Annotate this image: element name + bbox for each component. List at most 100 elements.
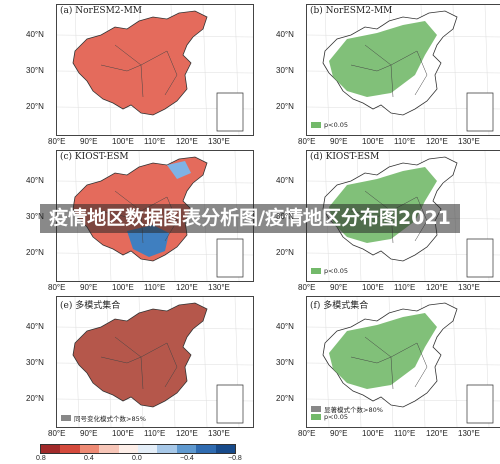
panel-label: (d) KIOST-ESM <box>310 152 380 162</box>
colorbar-tick-label: −0.4 <box>180 455 194 462</box>
lat-label: 40°N <box>276 176 294 185</box>
south-china-sea-inset <box>466 92 494 132</box>
legend-swatch <box>311 268 321 274</box>
colorbar-segment <box>176 445 197 453</box>
lon-label: 100°E <box>362 137 384 146</box>
colorbar-segment <box>99 445 119 453</box>
map-panel-c: (c) KIOST-ESM <box>56 150 254 282</box>
province-border <box>140 356 144 390</box>
lon-label: 80°E <box>298 429 316 438</box>
lon-label: 120°E <box>426 283 448 292</box>
china-landmass <box>72 10 208 116</box>
colorbar-segment <box>196 445 216 453</box>
lat-label: 30°N <box>276 212 294 221</box>
negative-region <box>167 161 191 179</box>
lon-label: 100°E <box>112 137 134 146</box>
colorbar-segment <box>118 445 139 453</box>
lat-label: 30°N <box>276 358 294 367</box>
lat-label: 20°N <box>276 102 294 111</box>
legend-entry: p<0.05 <box>311 267 348 275</box>
south-china-sea-inset <box>216 384 244 424</box>
negative-region <box>127 225 169 257</box>
lon-label: 90°E <box>80 137 98 146</box>
legend-swatch <box>311 406 321 412</box>
lat-label: 20°N <box>26 394 44 403</box>
map-panel-a: (a) NorESM2-MM <box>56 4 254 136</box>
map-svg <box>307 297 500 427</box>
lat-label: 20°N <box>26 248 44 257</box>
panel-label: (e) 多模式集合 <box>60 301 121 311</box>
lon-label: 90°E <box>330 429 348 438</box>
map-panel-b: (b) NorESM2-MM p<0.05 <box>306 4 500 136</box>
lon-label: 110°E <box>144 137 166 146</box>
legend-text: 同号变化模式个数>85% <box>74 415 146 423</box>
lon-label: 80°E <box>298 137 316 146</box>
province-border <box>390 356 394 390</box>
lon-label: 120°E <box>176 283 198 292</box>
panel-label: (c) KIOST-ESM <box>60 152 129 162</box>
lon-label: 130°E <box>208 429 230 438</box>
south-china-sea-inset <box>466 384 494 424</box>
panel-label: (a) NorESM2-MM <box>60 6 142 16</box>
legend-swatch <box>61 415 71 421</box>
province-border <box>414 50 428 96</box>
lon-label: 120°E <box>426 429 448 438</box>
lat-label: 20°N <box>276 394 294 403</box>
colorbar-segment <box>79 445 100 453</box>
lon-label: 120°E <box>426 137 448 146</box>
lat-label: 40°N <box>26 30 44 39</box>
lon-label: 80°E <box>48 137 66 146</box>
colorbar-segment <box>60 445 80 453</box>
lat-label: 30°N <box>26 66 44 75</box>
lon-label: 110°E <box>394 283 416 292</box>
lon-label: 90°E <box>330 283 348 292</box>
lon-label: 130°E <box>458 283 480 292</box>
province-border <box>164 342 178 388</box>
lat-label: 30°N <box>276 66 294 75</box>
map-svg <box>57 297 253 427</box>
colorbar-segment <box>138 445 158 453</box>
lat-label: 40°N <box>26 176 44 185</box>
map-panel-e: (e) 多模式集合同号变化模式个数>85% <box>56 296 254 428</box>
map-svg <box>307 5 500 135</box>
lon-label: 80°E <box>298 283 316 292</box>
lat-label: 40°N <box>276 322 294 331</box>
lon-label: 110°E <box>394 137 416 146</box>
overlay-title: 疫情地区数据图表分析图/疫情地区分布图2021 <box>40 204 460 233</box>
south-china-sea-inset <box>216 238 244 278</box>
province-border <box>350 64 392 72</box>
lon-label: 110°E <box>394 429 416 438</box>
colorbar-tick-label: −0.8 <box>228 455 242 462</box>
lon-label: 130°E <box>208 283 230 292</box>
lon-label: 130°E <box>458 137 480 146</box>
colorbar-segment <box>41 445 61 453</box>
colorbar <box>40 444 236 454</box>
south-china-sea-inset <box>466 238 494 278</box>
legend-entry: p<0.05 <box>311 121 348 129</box>
lon-label: 90°E <box>330 137 348 146</box>
lon-label: 130°E <box>208 137 230 146</box>
province-border <box>164 50 178 96</box>
province-border <box>390 64 394 98</box>
lon-label: 130°E <box>458 429 480 438</box>
lon-label: 100°E <box>362 429 384 438</box>
legend-text: p<0.05 <box>324 121 349 129</box>
lon-label: 100°E <box>362 283 384 292</box>
map-panel-f: (f) 多模式集合 显著模式个数>80% p<0.05 <box>306 296 500 428</box>
lon-label: 90°E <box>80 283 98 292</box>
legend-text: 显著模式个数>80% <box>324 406 383 414</box>
lon-label: 100°E <box>112 429 134 438</box>
province-border <box>350 356 392 364</box>
lat-label: 30°N <box>26 358 44 367</box>
province-border <box>140 64 144 98</box>
lon-label: 120°E <box>176 137 198 146</box>
legend-text: p<0.05 <box>324 267 349 275</box>
colorbar-tick-label: 0.0 <box>132 455 142 462</box>
legend-entry: 同号变化模式个数>85% <box>61 413 146 423</box>
legend-swatch <box>311 414 321 420</box>
lon-label: 110°E <box>144 283 166 292</box>
colorbar-segment <box>157 445 177 453</box>
lat-label: 20°N <box>26 102 44 111</box>
lat-label: 20°N <box>276 248 294 257</box>
colorbar-tick-label: 0.8 <box>36 455 46 462</box>
